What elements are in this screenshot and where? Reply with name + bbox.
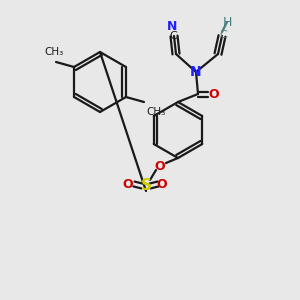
Text: N: N <box>190 65 202 79</box>
Text: CH₃: CH₃ <box>146 107 165 117</box>
Text: C: C <box>219 30 227 40</box>
Text: H: H <box>222 16 232 28</box>
Text: C: C <box>169 31 177 41</box>
Text: O: O <box>157 178 167 190</box>
Text: O: O <box>155 160 165 172</box>
Text: O: O <box>209 88 219 100</box>
Text: CH₃: CH₃ <box>44 47 64 57</box>
Text: O: O <box>123 178 133 190</box>
Text: S: S <box>140 178 152 194</box>
Text: N: N <box>167 20 177 32</box>
